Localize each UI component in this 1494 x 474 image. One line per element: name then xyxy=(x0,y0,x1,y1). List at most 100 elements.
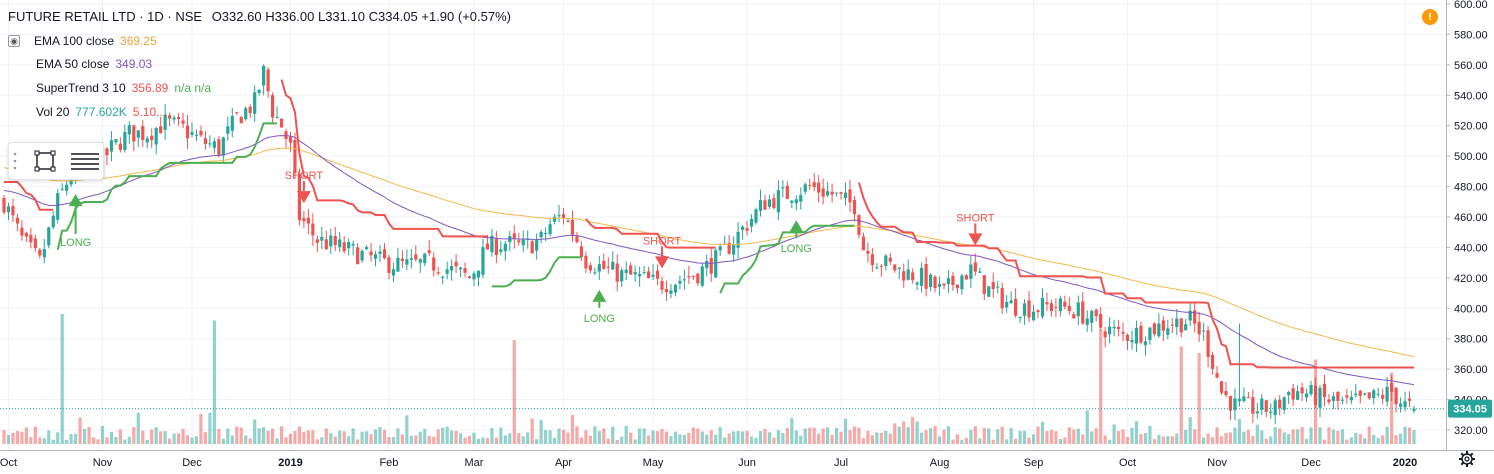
candle-body xyxy=(575,236,579,243)
drawing-toolbox[interactable] xyxy=(8,142,104,180)
candle-body xyxy=(490,235,494,253)
volume-bar xyxy=(830,434,834,444)
volume-bar xyxy=(396,428,400,444)
volume-bar xyxy=(11,432,15,444)
candle-body xyxy=(275,116,279,118)
volume-bar xyxy=(1336,430,1340,444)
candle-body xyxy=(897,267,901,270)
volume-bar xyxy=(1412,429,1416,444)
volume-bar xyxy=(1143,432,1148,444)
candle-body xyxy=(1112,326,1116,329)
y-tick-label: 480.00 xyxy=(1454,182,1488,194)
legend-value: 349.03 xyxy=(115,57,153,71)
candle-body xyxy=(409,258,413,260)
candle-body xyxy=(1103,331,1107,338)
x-tick-label: 2019 xyxy=(278,457,302,469)
candle-body xyxy=(1264,400,1268,412)
volume-bar xyxy=(1045,431,1049,444)
volume-bar xyxy=(150,429,154,444)
candle-body xyxy=(1398,403,1403,407)
candle-body xyxy=(548,224,552,235)
rectangle-tool-icon[interactable] xyxy=(29,145,61,177)
visibility-icon[interactable]: ◉ xyxy=(8,35,20,47)
symbol-header[interactable]: FUTURE RETAIL LTD · 1D · NSE O332.60 H33… xyxy=(8,9,511,24)
volume-bar xyxy=(2,430,6,444)
volume-bar xyxy=(960,439,964,444)
volume-bar xyxy=(843,418,848,444)
candle-body xyxy=(915,282,919,285)
candle-body xyxy=(1260,398,1264,410)
volume-bar xyxy=(897,426,901,444)
volume-bar xyxy=(1009,428,1013,444)
legend-ema100[interactable]: ◉ EMA 100 close 369.25 xyxy=(8,34,157,48)
candle-body xyxy=(1300,387,1304,394)
volume-bar xyxy=(548,430,552,444)
volume-bar xyxy=(521,436,525,444)
x-tick-label: Aug xyxy=(930,457,950,469)
candle-body xyxy=(1233,398,1237,411)
candle-body xyxy=(1027,300,1031,318)
legend-volume[interactable]: Vol 20 777.602K 5.10... xyxy=(8,105,166,119)
x-tick-label: Nov xyxy=(1207,457,1227,469)
volume-bar xyxy=(1327,427,1331,444)
volume-bar xyxy=(964,438,968,444)
x-tick-label: Feb xyxy=(379,457,398,469)
symbol-title[interactable]: FUTURE RETAIL LTD · 1D · NSE xyxy=(8,9,203,24)
legend-ema50[interactable]: EMA 50 close 349.03 xyxy=(8,57,152,71)
lines-tool-icon[interactable] xyxy=(69,145,101,177)
candle-body xyxy=(1251,397,1255,414)
candle-body xyxy=(405,259,409,265)
candle-body xyxy=(302,218,306,222)
volume-bar xyxy=(123,439,127,444)
candle-body xyxy=(911,272,915,281)
candle-body xyxy=(400,258,404,262)
y-tick-label: 400.00 xyxy=(1454,303,1488,315)
volume-bar xyxy=(817,433,821,444)
candle-body xyxy=(485,243,490,250)
volume-bar xyxy=(257,428,261,444)
volume-bar xyxy=(633,439,637,444)
candle-body xyxy=(1322,383,1327,398)
volume-bar xyxy=(852,426,857,444)
legend-supertrend[interactable]: SuperTrend 3 10 356.89 n/a n/a xyxy=(8,81,211,95)
candle-body xyxy=(557,215,561,217)
candle-body xyxy=(584,255,588,269)
candle-body xyxy=(521,239,525,246)
volume-bar xyxy=(526,432,530,444)
volume-bar xyxy=(673,431,678,444)
volume-bar xyxy=(306,430,310,444)
volume-bar xyxy=(78,417,82,444)
candle-body xyxy=(1358,390,1362,396)
candle-body xyxy=(11,206,15,216)
candle-body xyxy=(960,275,964,290)
volume-bar xyxy=(561,429,566,444)
volume-bar xyxy=(1300,427,1304,444)
volume-bar xyxy=(293,430,297,444)
volume-bar xyxy=(826,427,830,444)
candle-body xyxy=(288,136,293,143)
x-tick-label: Apr xyxy=(555,457,572,469)
volume-bar xyxy=(15,430,20,444)
candle-body xyxy=(794,199,798,204)
volume-bar xyxy=(982,427,986,444)
candle-body xyxy=(633,272,637,275)
legend-value: 369.25 xyxy=(120,34,157,48)
volume-bar xyxy=(1358,434,1362,444)
candle-body xyxy=(1287,392,1291,396)
candle-body xyxy=(499,249,503,252)
candle-body xyxy=(1206,330,1210,358)
candle-body xyxy=(776,190,780,213)
candle-body xyxy=(163,114,167,130)
volume-bar xyxy=(709,430,713,444)
candle-body xyxy=(212,141,216,148)
drag-handle-icon[interactable] xyxy=(13,149,21,173)
settings-gear-icon[interactable] xyxy=(1458,450,1476,468)
volume-bar xyxy=(763,428,767,444)
candle-body xyxy=(1014,298,1018,316)
volume-bar xyxy=(552,437,557,444)
candle-body xyxy=(279,118,284,128)
volume-bar xyxy=(517,433,521,444)
warning-icon[interactable]: ! xyxy=(1422,9,1438,25)
volume-bar xyxy=(172,433,176,444)
